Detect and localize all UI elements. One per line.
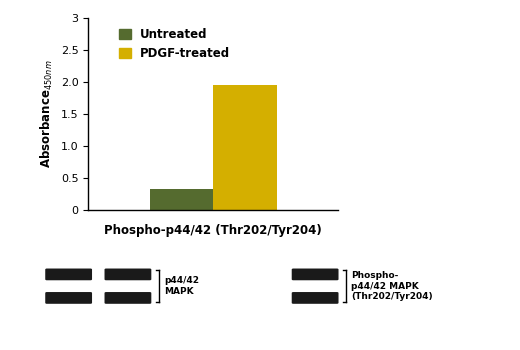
Legend: Untreated, PDGF-treated: Untreated, PDGF-treated [114, 23, 235, 65]
FancyBboxPatch shape [292, 268, 339, 280]
FancyBboxPatch shape [105, 292, 151, 304]
FancyBboxPatch shape [45, 268, 92, 280]
Text: p44/42
MAPK: p44/42 MAPK [164, 276, 199, 296]
Bar [150, 189, 213, 210]
FancyBboxPatch shape [292, 292, 339, 304]
Text: Phospho-p44/42 (Thr202/Tyr204): Phospho-p44/42 (Thr202/Tyr204) [105, 224, 322, 237]
Y-axis label: Absorbance$_{450nm}$: Absorbance$_{450nm}$ [40, 60, 55, 168]
FancyBboxPatch shape [45, 292, 92, 304]
Bar [213, 85, 277, 210]
FancyBboxPatch shape [105, 268, 151, 280]
Text: Phospho-
p44/42 MAPK
(Thr202/Tyr204): Phospho- p44/42 MAPK (Thr202/Tyr204) [351, 271, 433, 301]
